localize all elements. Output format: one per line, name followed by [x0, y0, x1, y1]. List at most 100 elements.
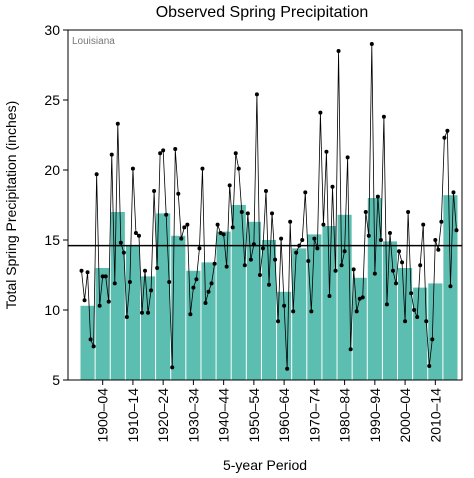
- annual-point: [224, 264, 229, 269]
- annual-point: [342, 249, 347, 254]
- annual-point: [88, 337, 93, 342]
- annual-point: [276, 319, 281, 324]
- annual-point: [227, 183, 232, 188]
- bar: [352, 277, 367, 380]
- annual-point: [170, 365, 175, 370]
- annual-point: [345, 155, 350, 160]
- annual-point: [146, 310, 151, 315]
- x-tick-label: 1990–94: [367, 388, 383, 443]
- annual-point: [330, 184, 335, 189]
- annual-point: [176, 191, 181, 196]
- annual-point: [442, 135, 447, 140]
- annual-point: [245, 211, 250, 216]
- annual-point: [143, 268, 148, 273]
- annual-point: [303, 190, 308, 195]
- annual-point: [167, 280, 172, 284]
- annual-point: [315, 246, 320, 251]
- annual-point: [212, 261, 217, 266]
- annual-point: [182, 225, 187, 230]
- annual-point: [279, 236, 284, 241]
- annual-point: [397, 249, 402, 254]
- annual-point: [333, 268, 338, 273]
- annual-point: [288, 219, 293, 224]
- x-tick-label: 1960–64: [276, 388, 292, 443]
- bar: [322, 226, 337, 380]
- bar: [156, 213, 171, 380]
- y-tick-label: 15: [44, 232, 60, 248]
- y-tick-label: 10: [44, 302, 60, 318]
- bar: [382, 241, 398, 380]
- annual-point: [309, 309, 314, 314]
- annual-point: [306, 259, 311, 263]
- annual-point: [421, 222, 426, 227]
- annual-point: [378, 238, 383, 242]
- annual-point: [324, 149, 329, 154]
- annual-point: [230, 225, 235, 230]
- annual-point: [133, 231, 138, 235]
- annual-point: [448, 284, 453, 289]
- annual-point: [363, 210, 368, 214]
- annual-point: [109, 152, 114, 157]
- annual-point: [179, 236, 184, 241]
- annual-point: [409, 291, 414, 296]
- annotation: Louisiana: [72, 36, 115, 47]
- bar: [307, 234, 322, 380]
- bar: [367, 198, 382, 380]
- annual-point: [100, 274, 105, 279]
- annual-point: [242, 263, 247, 268]
- annual-point: [327, 294, 332, 298]
- annual-point: [339, 263, 344, 268]
- x-tick-label: 1920–24: [155, 388, 171, 443]
- x-tick-label: 1980–84: [337, 388, 353, 443]
- annual-point: [369, 42, 374, 46]
- annual-point: [336, 49, 341, 53]
- y-axis-title: Total Spring Precipitation (inches): [3, 101, 19, 310]
- annual-point: [203, 301, 208, 305]
- bar: [80, 305, 95, 380]
- bar: [292, 248, 307, 380]
- annual-point: [103, 274, 108, 279]
- x-tick-label: 2010–14: [427, 388, 443, 443]
- bar: [216, 231, 231, 380]
- annual-point: [282, 303, 287, 308]
- annual-point: [415, 315, 420, 319]
- annual-point: [348, 347, 353, 352]
- bar: [231, 205, 246, 380]
- annual-point: [124, 315, 129, 319]
- x-axis-title: 5-year Period: [223, 457, 307, 473]
- annual-point: [209, 281, 214, 286]
- annual-point: [439, 219, 444, 224]
- chart-title: Observed Spring Precipitation: [156, 4, 369, 21]
- annual-point: [206, 289, 211, 294]
- annual-point: [161, 148, 166, 153]
- annual-point: [85, 270, 90, 275]
- annual-point: [239, 210, 244, 214]
- annual-point: [82, 298, 87, 303]
- bar: [428, 283, 443, 380]
- bar: [95, 268, 110, 380]
- annual-point: [400, 260, 405, 265]
- annual-point: [430, 337, 435, 342]
- annual-point: [130, 166, 135, 171]
- bar: [261, 240, 277, 380]
- annual-point: [152, 189, 157, 193]
- annual-point: [215, 222, 220, 227]
- annual-point: [136, 233, 141, 238]
- annual-point: [451, 190, 456, 195]
- annual-point: [394, 281, 399, 286]
- annual-point: [127, 280, 132, 284]
- x-tick-label: 1970–74: [306, 388, 322, 443]
- annual-point: [155, 266, 160, 270]
- annual-point: [312, 236, 317, 241]
- annual-point: [251, 242, 256, 247]
- annual-point: [294, 250, 299, 255]
- x-tick-label: 1930–34: [185, 388, 201, 443]
- annual-point: [106, 299, 111, 304]
- annual-point: [351, 267, 356, 272]
- annual-point: [381, 114, 386, 119]
- bar: [140, 276, 156, 380]
- annual-point: [263, 189, 268, 193]
- annual-point: [412, 308, 417, 312]
